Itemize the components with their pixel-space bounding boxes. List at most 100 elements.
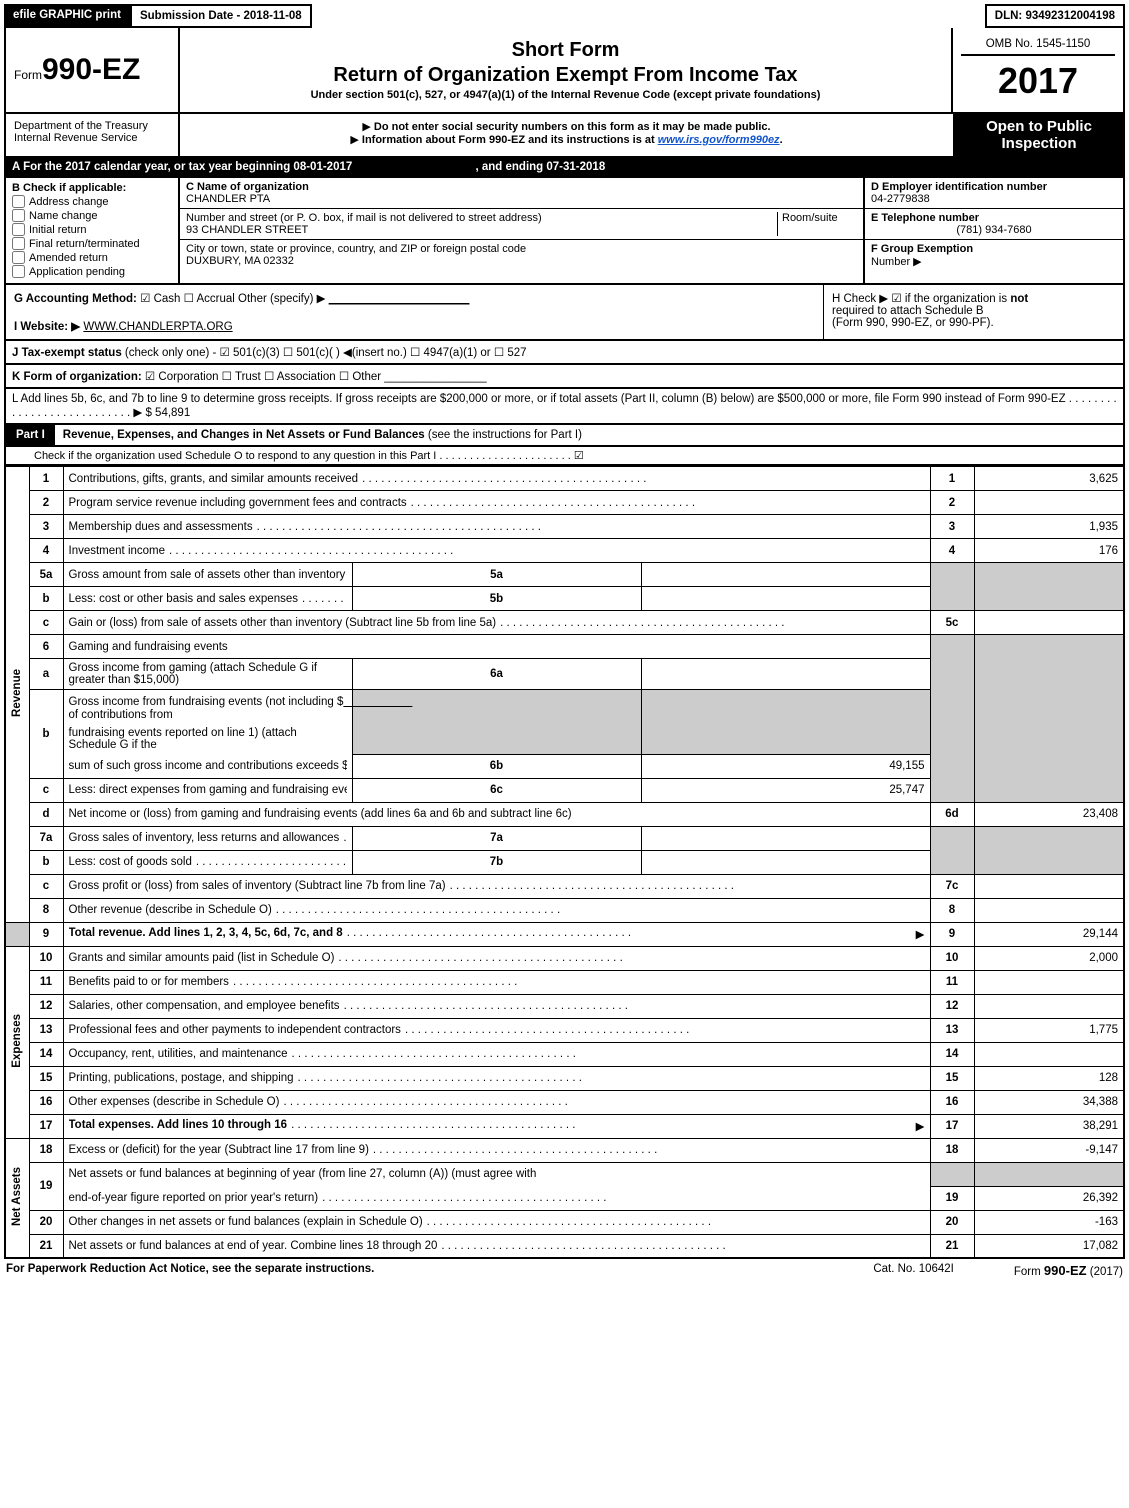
- sub-box: 6c: [352, 778, 641, 802]
- line-box: 12: [930, 994, 974, 1018]
- sub-box: 7a: [352, 826, 641, 850]
- block-c: C Name of organization CHANDLER PTA Numb…: [180, 178, 863, 283]
- opt-final-return: Final return/terminated: [29, 238, 140, 250]
- d-label: D Employer identification number: [871, 181, 1047, 193]
- block-b: B Check if applicable: Address change Na…: [6, 178, 180, 283]
- line-desc: Other changes in net assets or fund bala…: [69, 1216, 427, 1228]
- line-num: 21: [29, 1234, 63, 1258]
- chk-name-change[interactable]: [12, 209, 25, 222]
- line-box: 7c: [930, 874, 974, 898]
- block-a-end: , and ending 07-31-2018: [475, 161, 605, 173]
- header-row-2: Department of the Treasury Internal Reve…: [4, 114, 1125, 158]
- line-desc: Program service revenue including govern…: [69, 497, 411, 509]
- line-box: 15: [930, 1066, 974, 1090]
- i-label: I Website: ▶: [14, 321, 80, 333]
- h-line2: required to attach Schedule B: [832, 305, 984, 317]
- block-b-label: B Check if applicable:: [12, 182, 172, 194]
- h-not: not: [1010, 293, 1028, 305]
- line-desc: Contributions, gifts, grants, and simila…: [69, 473, 363, 485]
- k-value: ☑ Corporation ☐ Trust ☐ Association ☐ Ot…: [145, 371, 487, 383]
- line-desc: Membership dues and assessments: [69, 521, 257, 533]
- line-box: 18: [930, 1138, 974, 1162]
- footer-right: Form 990-EZ (2017): [1014, 1263, 1123, 1278]
- line-desc: Professional fees and other payments to …: [69, 1024, 405, 1036]
- sub-val: [641, 826, 930, 850]
- table-row: 15 Printing, publications, postage, and …: [5, 1066, 1124, 1090]
- table-row: 13 Professional fees and other payments …: [5, 1018, 1124, 1042]
- form-number-cell: Form990-EZ: [6, 28, 180, 112]
- line-amt: 1,775: [974, 1018, 1124, 1042]
- line-amt: 176: [974, 539, 1124, 563]
- expenses-label: Expenses: [5, 946, 29, 1138]
- line-desc: Investment income: [69, 545, 170, 557]
- line-num: b: [29, 850, 63, 874]
- note-ssn: Do not enter social security numbers on …: [374, 121, 771, 133]
- line-amt: 2,000: [974, 946, 1124, 970]
- sub-val: [641, 659, 930, 690]
- sub-box: 5b: [352, 587, 641, 611]
- table-row: 12 Salaries, other compensation, and emp…: [5, 994, 1124, 1018]
- line-amt: 38,291: [974, 1114, 1124, 1138]
- line-amt: 128: [974, 1066, 1124, 1090]
- line-desc: Printing, publications, postage, and shi…: [69, 1072, 298, 1084]
- block-h: H Check ▶ ☑ if the organization is not r…: [823, 285, 1123, 339]
- h-line1: H Check ▶ ☑ if the organization is: [832, 293, 1010, 305]
- c-name-label: C Name of organization: [186, 181, 309, 193]
- table-row: 2 Program service revenue including gove…: [5, 491, 1124, 515]
- line-amt: 26,392: [974, 1186, 1124, 1210]
- line-num: c: [29, 874, 63, 898]
- line-num: 9: [29, 922, 63, 946]
- line-num: b: [29, 690, 63, 779]
- irs-link[interactable]: www.irs.gov/form990ez: [658, 134, 780, 146]
- sub-val: [641, 563, 930, 587]
- line-desc: Other expenses (describe in Schedule O): [69, 1096, 284, 1108]
- table-row: 19 Net assets or fund balances at beginn…: [5, 1162, 1124, 1186]
- line-desc: Gross income from fundraising events (no…: [63, 690, 352, 725]
- part-1-sub: Check if the organization used Schedule …: [4, 447, 1125, 466]
- e-label: E Telephone number: [871, 212, 979, 224]
- table-row: 5a Gross amount from sale of assets othe…: [5, 563, 1124, 587]
- chk-address-change[interactable]: [12, 195, 25, 208]
- line-desc: Other revenue (describe in Schedule O): [69, 904, 276, 916]
- chk-application-pending[interactable]: [12, 265, 25, 278]
- line-num: 20: [29, 1210, 63, 1234]
- gh-row: G Accounting Method: ☑ Cash ☐ Accrual Ot…: [4, 285, 1125, 341]
- line-num: 10: [29, 946, 63, 970]
- sub-box: 6b: [352, 754, 641, 778]
- line-box: 4: [930, 539, 974, 563]
- irs-label: Internal Revenue Service: [14, 132, 170, 144]
- table-row: 14 Occupancy, rent, utilities, and maint…: [5, 1042, 1124, 1066]
- opt-address-change: Address change: [29, 196, 109, 208]
- opt-application-pending: Application pending: [29, 266, 125, 278]
- line-amt: 29,144: [974, 922, 1124, 946]
- efile-print-button[interactable]: efile GRAPHIC print: [4, 4, 130, 28]
- block-a-begin: A For the 2017 calendar year, or tax yea…: [12, 161, 352, 173]
- line-num: 14: [29, 1042, 63, 1066]
- dept-treasury: Department of the Treasury: [14, 120, 170, 132]
- table-row: 11 Benefits paid to or for members 11: [5, 970, 1124, 994]
- line-desc: Net income or (loss) from gaming and fun…: [63, 802, 930, 826]
- line-num: 7a: [29, 826, 63, 850]
- opt-name-change: Name change: [29, 210, 98, 222]
- line-num: 16: [29, 1090, 63, 1114]
- table-row: end-of-year figure reported on prior yea…: [5, 1186, 1124, 1210]
- chk-amended-return[interactable]: [12, 251, 25, 264]
- line-desc: Gross profit or (loss) from sales of inv…: [69, 880, 450, 892]
- line-box: 21: [930, 1234, 974, 1258]
- line-desc: Grants and similar amounts paid (list in…: [69, 952, 339, 964]
- j-value: (check only one) - ☑ 501(c)(3) ☐ 501(c)(…: [125, 347, 527, 359]
- chk-initial-return[interactable]: [12, 223, 25, 236]
- form-title: Return of Organization Exempt From Incom…: [333, 64, 797, 87]
- part-1-header: Part I Revenue, Expenses, and Changes in…: [4, 425, 1125, 447]
- chk-final-return[interactable]: [12, 237, 25, 250]
- line-num: 12: [29, 994, 63, 1018]
- org-street: 93 CHANDLER STREET: [186, 224, 308, 236]
- line-amt: [974, 1042, 1124, 1066]
- table-row: 16 Other expenses (describe in Schedule …: [5, 1090, 1124, 1114]
- omb-number: OMB No. 1545-1150: [961, 34, 1115, 56]
- footer-mid: Cat. No. 10642I: [873, 1263, 1014, 1278]
- line-box: 17: [930, 1114, 974, 1138]
- g-label: G Accounting Method:: [14, 293, 137, 305]
- form-title-cell: Short Form Return of Organization Exempt…: [180, 28, 953, 112]
- top-bar: efile GRAPHIC print Submission Date - 20…: [4, 4, 1125, 28]
